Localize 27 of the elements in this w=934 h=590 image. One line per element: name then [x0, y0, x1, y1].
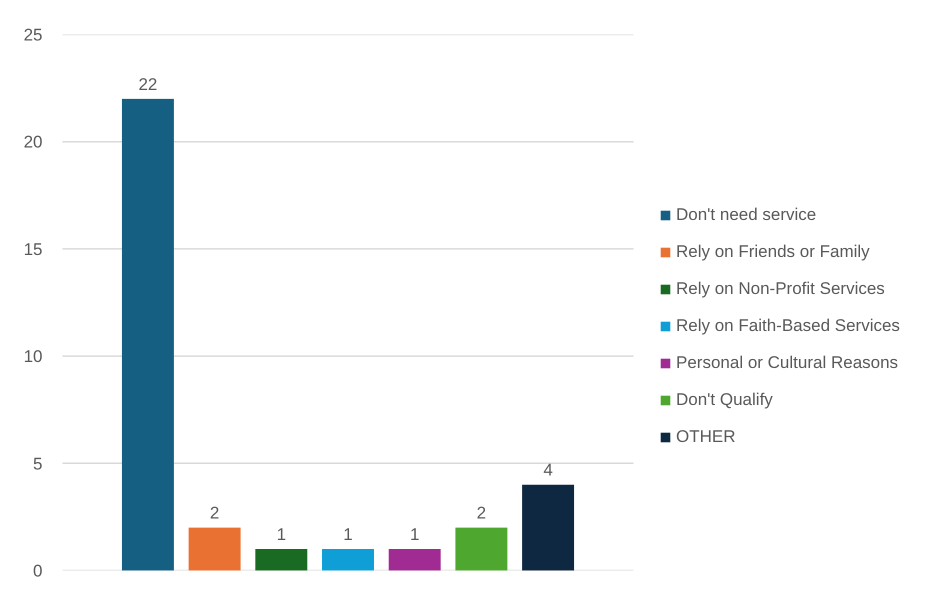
y-tick-label: 20	[24, 132, 43, 152]
bar	[522, 484, 574, 570]
legend-label: Personal or Cultural Reasons	[676, 353, 898, 373]
data-label: 4	[543, 460, 553, 480]
data-label: 2	[476, 504, 486, 523]
data-label: 1	[410, 525, 420, 544]
y-tick-label: 10	[24, 347, 43, 366]
y-tick-label: 0	[33, 562, 43, 580]
y-tick-label: 25	[24, 26, 43, 44]
y-tick-label: 5	[33, 454, 43, 474]
legend-label: Rely on Faith-Based Services	[676, 316, 900, 336]
bar	[188, 528, 241, 570]
legend-label: OTHER	[676, 427, 736, 447]
bar	[388, 549, 441, 570]
bar	[455, 528, 508, 570]
data-label: 1	[343, 525, 353, 544]
legend-label: Rely on Friends or Family	[676, 242, 870, 262]
bar	[322, 549, 374, 570]
data-label: 1	[276, 525, 286, 544]
bar	[255, 549, 308, 570]
legend-label: Don't need service	[676, 205, 816, 225]
legend-label: Don't Qualify	[676, 390, 773, 410]
bar	[122, 98, 174, 570]
data-label: 2	[210, 504, 220, 523]
y-tick-label: 15	[24, 240, 43, 259]
legend-label: Rely on Non-Profit Services	[676, 279, 885, 299]
data-label: 22	[138, 74, 158, 94]
